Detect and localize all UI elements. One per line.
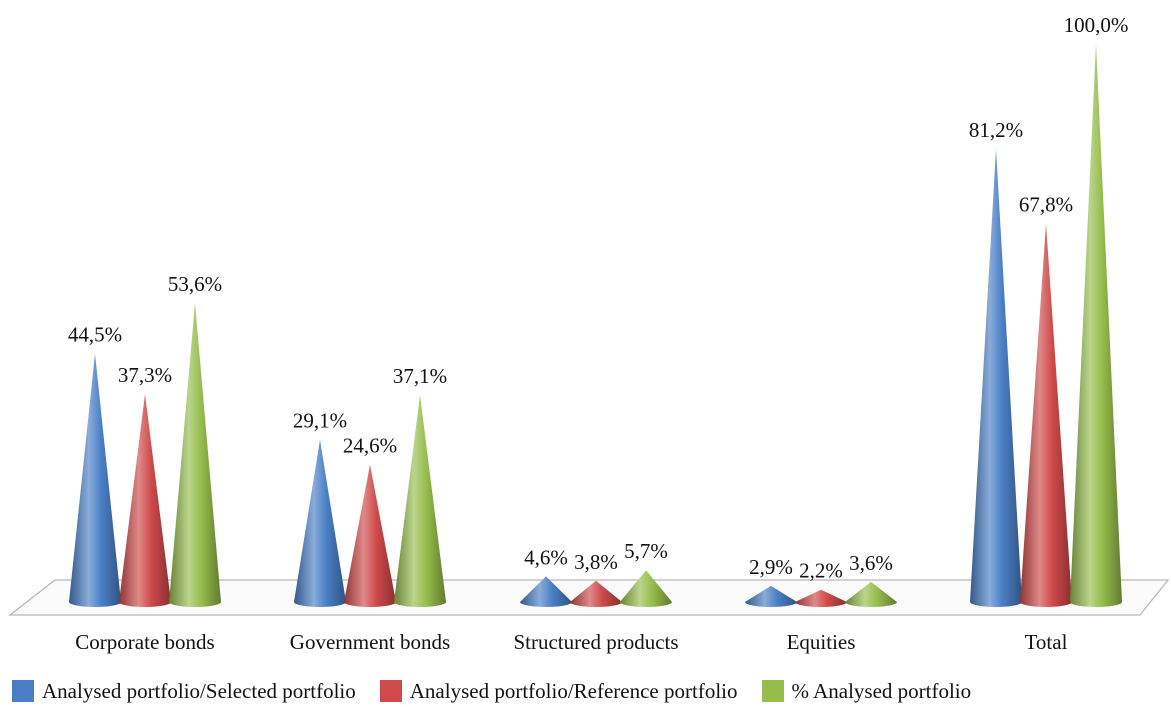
value-label-structured-products-analysed: 5,7% (624, 539, 668, 563)
legend-item-analysed[interactable]: % Analysed portfolio (761, 678, 972, 704)
legend-swatch-selected (12, 680, 34, 702)
value-labels-layer: 44,5% 29,1% 4,6% 2,9% 81,2% 37,3% 24,6% 3,8% 2,2… (68, 13, 1129, 583)
cones-layer (69, 44, 1122, 608)
cone-total-selected (970, 148, 1022, 608)
legend-label-selected: Analysed portfolio/Selected portfolio (42, 678, 356, 703)
cone-structured-products-reference (570, 580, 622, 607)
legend-swatch-reference (379, 680, 402, 702)
cone-equities-selected (745, 585, 797, 607)
value-label-total-reference: 67,8% (1019, 193, 1073, 217)
cone-structured-products-analysed (620, 570, 672, 607)
value-label-structured-products-selected: 4,6% (524, 545, 568, 569)
value-label-government-bonds-selected: 29,1% (293, 409, 347, 433)
value-label-equities-selected: 2,9% (749, 555, 793, 579)
value-label-total-selected: 81,2% (969, 118, 1023, 142)
category-labels-layer: Corporate bonds Government bonds Structure… (75, 630, 1067, 654)
value-label-corporate-bonds-reference: 37,3% (118, 363, 172, 387)
legend: Analysed portfolio/Selected portfolio An… (12, 678, 971, 704)
cone-corporate-bonds-analysed (169, 302, 221, 607)
cone-corporate-bonds-reference (119, 393, 171, 607)
value-label-corporate-bonds-analysed: 53,6% (168, 272, 222, 296)
value-label-government-bonds-reference: 24,6% (343, 434, 397, 458)
cone-total-analysed (1070, 44, 1122, 607)
value-label-structured-products-reference: 3,8% (574, 550, 618, 574)
cone-government-bonds-reference (344, 464, 396, 607)
legend-swatch-analysed (761, 680, 784, 702)
cone-equities-reference (795, 589, 847, 607)
cone-corporate-bonds-selected (69, 353, 121, 607)
value-label-total-analysed: 100,0% (1064, 13, 1129, 37)
legend-item-selected[interactable]: Analysed portfolio/Selected portfolio (12, 679, 356, 704)
category-label-structured-products: Structured products (513, 630, 678, 654)
category-label-equities: Equities (787, 630, 856, 654)
cone-equities-analysed (845, 581, 897, 607)
cone-government-bonds-analysed (394, 394, 446, 607)
category-label-total: Total (1025, 630, 1068, 654)
legend-item-reference[interactable]: Analysed portfolio/Reference portfolio (379, 678, 738, 704)
cone-total-reference (1020, 223, 1072, 607)
legend-label-reference: Analysed portfolio/Reference portfolio (409, 678, 738, 703)
cone-government-bonds-selected (294, 439, 346, 607)
value-label-equities-analysed: 3,6% (849, 551, 893, 575)
category-label-corporate-bonds: Corporate bonds (75, 630, 214, 654)
legend-label-analysed: % Analysed portfolio (791, 678, 972, 703)
cone-structured-products-selected (520, 576, 572, 607)
value-label-corporate-bonds-selected: 44,5% (68, 323, 122, 347)
category-label-government-bonds: Government bonds (290, 630, 450, 654)
value-label-government-bonds-analysed: 37,1% (393, 364, 447, 388)
value-label-equities-reference: 2,2% (799, 559, 843, 583)
